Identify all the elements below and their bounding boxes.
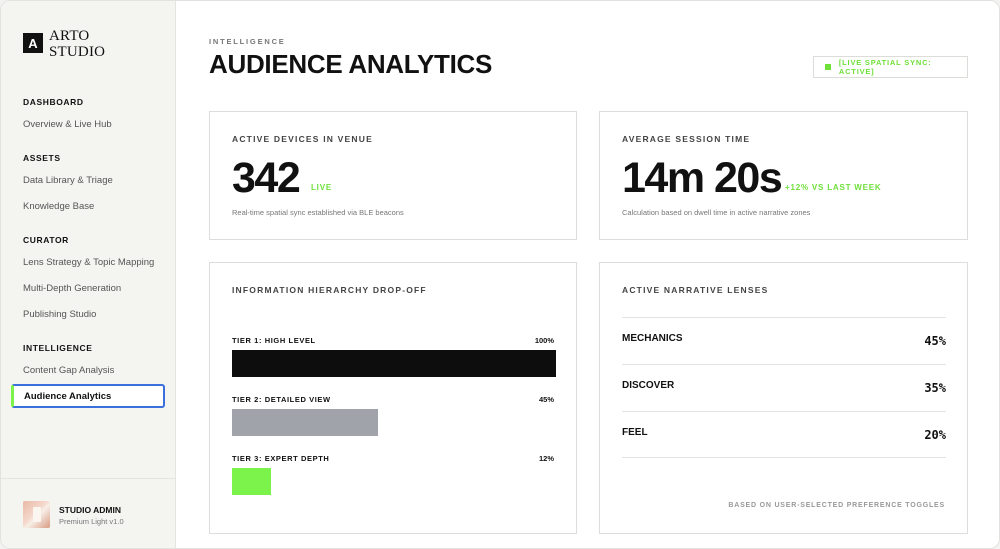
tier-1-bar — [232, 350, 556, 377]
lens-name: DISCOVER — [622, 380, 675, 391]
tier-label: TIER 3: EXPERT DEPTH — [232, 454, 330, 463]
active-devices-card: ACTIVE DEVICES IN VENUE 342 LIVE Real-ti… — [209, 111, 577, 240]
sidebar-item-publishing-studio[interactable]: Publishing Studio — [23, 309, 97, 320]
lens-percent: 35% — [924, 381, 946, 395]
tier-percent: 12% — [538, 454, 554, 463]
card-note: Calculation based on dwell time in activ… — [622, 208, 811, 217]
sidebar-item-data-library[interactable]: Data Library & Triage — [23, 175, 113, 186]
session-time-value: 14m 20s — [622, 154, 783, 202]
active-devices-value: 342 — [232, 154, 301, 202]
nav-section-assets: ASSETS — [23, 153, 61, 163]
status-dot-icon — [825, 64, 831, 70]
tier-3-bar — [232, 468, 271, 495]
tier-label: TIER 1: HIGH LEVEL — [232, 336, 316, 345]
card-note: Real-time spatial sync established via B… — [232, 208, 404, 217]
avatar — [23, 501, 50, 528]
sidebar-item-multi-depth[interactable]: Multi-Depth Generation — [23, 283, 122, 294]
lens-name: FEEL — [622, 427, 648, 438]
sync-status-text: [LIVE SPATIAL SYNC: ACTIVE] — [838, 58, 932, 76]
live-tag: LIVE — [311, 183, 332, 192]
tier-percent: 45% — [538, 395, 554, 404]
lens-row-mechanics: MECHANICS 45% — [622, 317, 946, 364]
card-label: ACTIVE DEVICES IN VENUE — [232, 134, 373, 144]
user-role: Premium Light v1.0 — [59, 517, 124, 526]
lens-percent: 45% — [924, 334, 946, 348]
brand-name: ARTO STUDIO — [49, 28, 105, 60]
sidebar-item-overview[interactable]: Overview & Live Hub — [23, 119, 112, 130]
tier-bar-track — [232, 350, 556, 377]
logo-mark-icon: A — [23, 33, 43, 53]
tier-label: TIER 2: DETAILED VIEW — [232, 395, 331, 404]
sync-status-badge[interactable]: [LIVE SPATIAL SYNC: ACTIVE] — [813, 56, 968, 78]
page-eyebrow: INTELLIGENCE — [209, 37, 286, 46]
lens-name: MECHANICS — [622, 333, 683, 344]
user-profile[interactable]: STUDIO ADMIN Premium Light v1.0 — [1, 478, 176, 548]
brand-name-line2: STUDIO — [49, 44, 106, 60]
lens-percent: 20% — [924, 428, 946, 442]
sidebar-item-audience-analytics[interactable]: Audience Analytics — [11, 384, 165, 408]
trend-tag: +12% VS LAST WEEK — [785, 183, 882, 192]
card-label: ACTIVE NARRATIVE LENSES — [622, 285, 769, 295]
nav-section-intelligence: INTELLIGENCE — [23, 343, 93, 353]
tier-bar-track — [232, 468, 556, 495]
lens-row-feel: FEEL 20% — [622, 411, 946, 458]
tier-bar-track — [232, 409, 556, 436]
tier-percent: 100% — [534, 336, 554, 345]
brand-logo[interactable]: A ARTO STUDIO — [23, 28, 105, 60]
nav-section-dashboard: DASHBOARD — [23, 97, 84, 107]
sidebar-item-content-gap[interactable]: Content Gap Analysis — [23, 365, 115, 376]
sidebar-item-knowledge-base[interactable]: Knowledge Base — [23, 201, 95, 212]
session-time-card: AVERAGE SESSION TIME 14m 20s +12% VS LAS… — [599, 111, 968, 240]
narrative-lenses-card: ACTIVE NARRATIVE LENSES MECHANICS 45% DI… — [599, 262, 968, 534]
sidebar-item-lens-strategy[interactable]: Lens Strategy & Topic Mapping — [23, 257, 155, 268]
hierarchy-dropoff-card: INFORMATION HIERARCHY DROP-OFF TIER 1: H… — [209, 262, 577, 534]
lens-row-discover: DISCOVER 35% — [622, 364, 946, 411]
card-label: AVERAGE SESSION TIME — [622, 134, 751, 144]
sidebar: A ARTO STUDIO DASHBOARD Overview & Live … — [1, 1, 176, 548]
lens-footnote: BASED ON USER-SELECTED PREFERENCE TOGGLE… — [728, 502, 945, 509]
page-title: AUDIENCE ANALYTICS — [209, 49, 493, 79]
card-label: INFORMATION HIERARCHY DROP-OFF — [232, 285, 427, 295]
tier-2-bar — [232, 409, 378, 436]
user-name: STUDIO ADMIN — [59, 505, 122, 515]
nav-section-curator: CURATOR — [23, 235, 69, 245]
brand-name-line1: ARTO — [49, 28, 90, 44]
